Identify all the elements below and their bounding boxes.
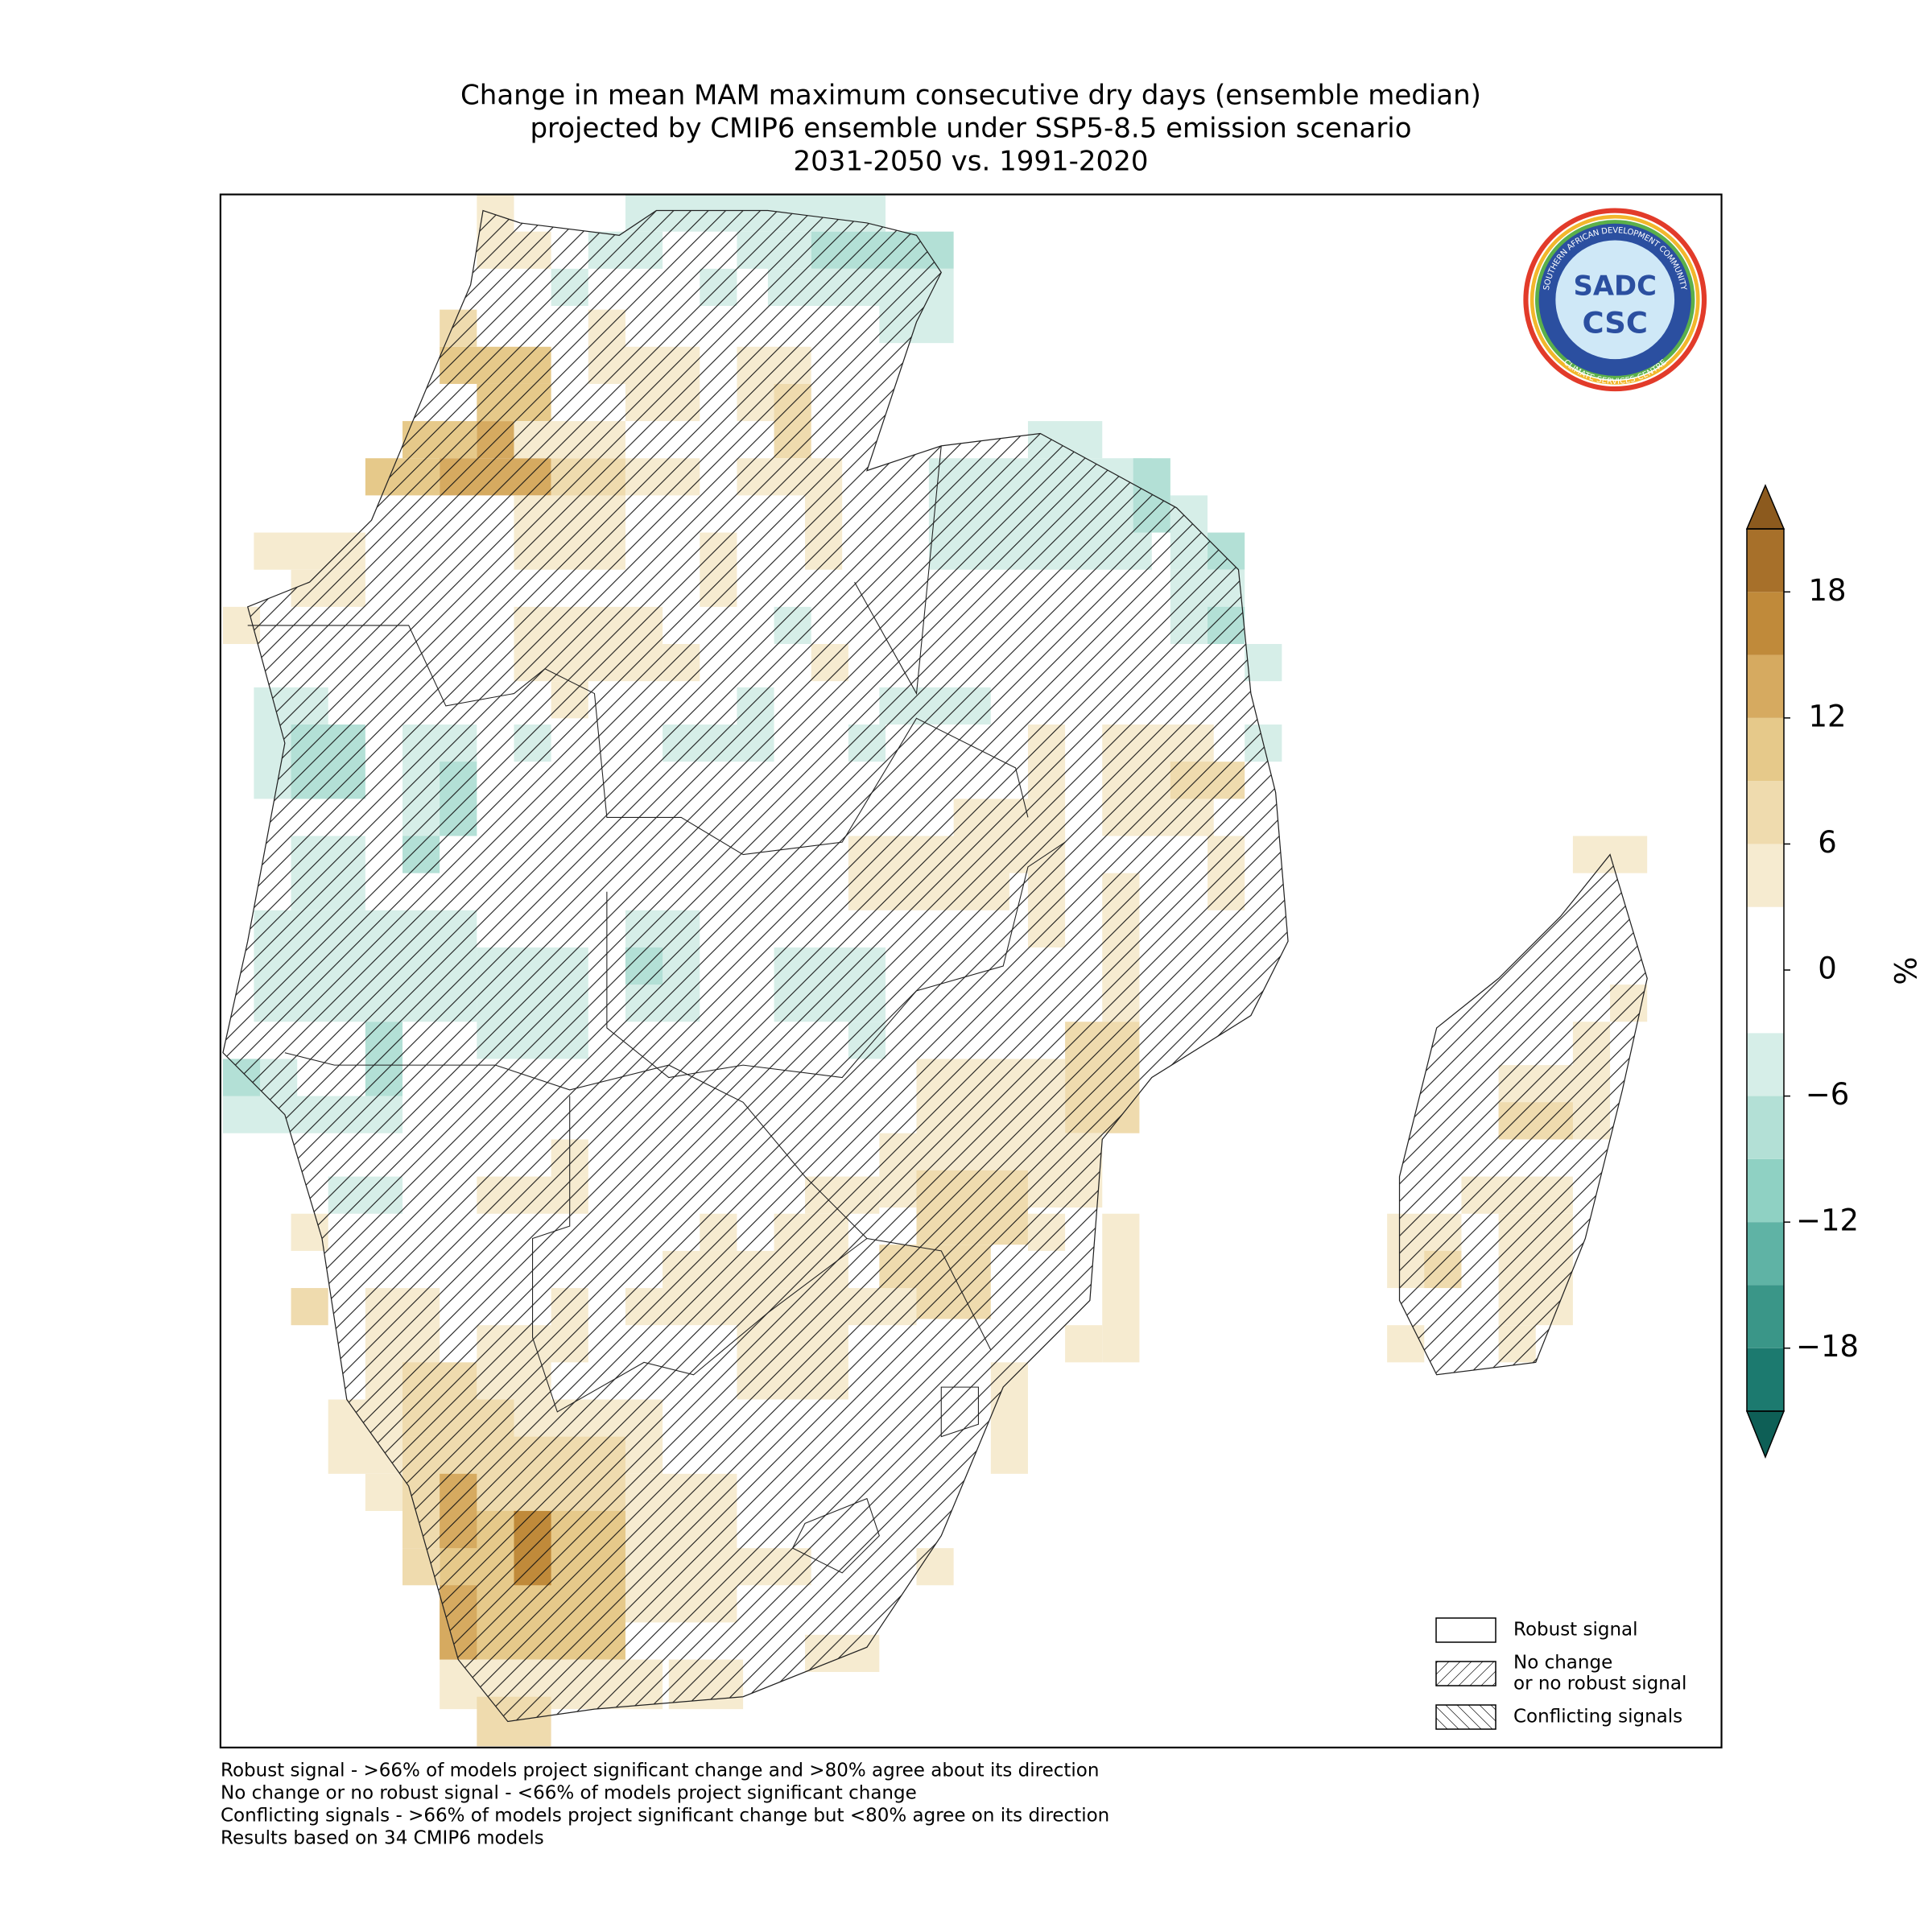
colorbar-segment xyxy=(1747,781,1784,844)
footnote: No change or no robust signal - <66% of … xyxy=(221,1783,917,1804)
colorbar-segment xyxy=(1747,1348,1784,1411)
map-area: SOUTHERN AFRICAN DEVELOPMENT COMMUNITY C… xyxy=(219,193,1723,1748)
colorbar-label: % xyxy=(1889,956,1924,985)
footnote: Conflicting signals - >66% of models pro… xyxy=(221,1806,1109,1827)
legend-label: Conflicting signals xyxy=(1513,1707,1682,1728)
logo: SOUTHERN AFRICAN DEVELOPMENT COMMUNITY C… xyxy=(1523,208,1707,392)
grid-cell xyxy=(365,1473,403,1511)
logo-center xyxy=(1555,240,1675,360)
colorbar-segment xyxy=(1747,1096,1784,1159)
title-line: projected by CMIP6 ensemble under SSP5-8… xyxy=(530,113,1411,145)
legend-swatch xyxy=(1435,1617,1496,1643)
legend-label: No change xyxy=(1513,1653,1612,1674)
colorbar-tick-label: 18 xyxy=(1808,573,1846,608)
map-frame xyxy=(219,193,1723,1748)
colorbar-segment xyxy=(1747,529,1784,592)
title-line: Change in mean MAM maximum consecutive d… xyxy=(460,80,1481,112)
legend-label: or no robust signal xyxy=(1513,1674,1686,1695)
logo-text: SADC xyxy=(1573,270,1656,301)
mainland-outline xyxy=(222,209,1289,1723)
colorbar-segment xyxy=(1747,1033,1784,1096)
colorbar-segment xyxy=(1747,844,1784,907)
land xyxy=(222,209,1648,1723)
colorbar-segment xyxy=(1747,1285,1784,1348)
colorbar-under xyxy=(1745,1410,1785,1459)
grid-cell xyxy=(291,1288,328,1326)
colorbar: −18 −12 −6 0 6 12 18% xyxy=(1745,484,1924,1459)
footnotes: Robust signal - >66% of models project s… xyxy=(221,1761,1109,1849)
grid-cell xyxy=(1065,1325,1103,1363)
colorbar-segment xyxy=(1747,906,1784,970)
grid-cell xyxy=(1102,1213,1140,1363)
colorbar-tick-label: −18 xyxy=(1796,1329,1859,1364)
legend-swatch xyxy=(1435,1661,1496,1686)
colorbar-segment xyxy=(1747,970,1784,1034)
colorbar-segment xyxy=(1747,717,1784,782)
grid-cell xyxy=(1245,644,1282,682)
colorbar-segment xyxy=(1747,654,1784,718)
colorbar-segment xyxy=(1747,1222,1784,1286)
colorbar-tick-label: −6 xyxy=(1806,1077,1850,1112)
colorbar-tick-label: 0 xyxy=(1818,952,1837,986)
colorbar-tick-label: 12 xyxy=(1808,699,1846,733)
title-line: 2031-2050 vs. 1991-2020 xyxy=(794,146,1149,178)
colorbar-tick-label: 6 xyxy=(1818,825,1837,860)
legend-swatch xyxy=(1435,1704,1496,1730)
colorbar-segment xyxy=(1747,592,1784,655)
legend-label: Robust signal xyxy=(1513,1620,1638,1641)
footnote: Robust signal - >66% of models project s… xyxy=(221,1761,1099,1781)
logo-ring xyxy=(1530,214,1700,385)
borders xyxy=(247,445,1066,1574)
colorbar-segment xyxy=(1747,1158,1784,1223)
madagascar-outline xyxy=(1398,853,1648,1376)
footnote: Results based on 34 CMIP6 models xyxy=(221,1828,544,1849)
logo-text: CSC xyxy=(1582,306,1647,341)
colorbar-tick-label: −12 xyxy=(1796,1203,1859,1238)
colorbar-over xyxy=(1745,484,1785,530)
